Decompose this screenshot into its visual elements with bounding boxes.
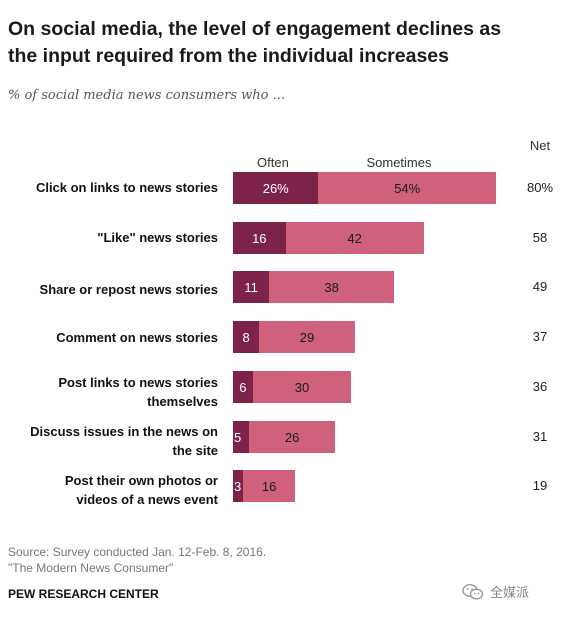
bar-often-label: 8 xyxy=(242,329,250,345)
wechat-icon xyxy=(462,583,484,601)
net-value: 80% xyxy=(526,180,554,195)
bar-sometimes: 42 xyxy=(285,222,424,254)
bar-sometimes-label: 16 xyxy=(261,478,277,494)
category-label-line: the site xyxy=(172,443,218,458)
bar-sometimes: 16 xyxy=(242,470,296,502)
bar-often-label: 5 xyxy=(234,429,242,445)
net-value: 36 xyxy=(532,379,548,394)
category-label-line: Discuss issues in the news on xyxy=(30,424,218,439)
watermark: 全媒派 xyxy=(462,582,529,601)
net-value: 19 xyxy=(532,478,548,493)
bar-often-label: 26% xyxy=(262,180,289,196)
category-label-line: Click on links to news stories xyxy=(35,180,218,195)
title-line-1: On social media, the level of engagement… xyxy=(8,18,502,40)
bar-sometimes-label: 42 xyxy=(347,230,362,246)
category-label: Post links to news stories themselves xyxy=(58,373,218,411)
watermark-text: 全媒派 xyxy=(490,585,530,600)
net-value: 58 xyxy=(532,230,548,245)
bar-often: 26% xyxy=(233,172,319,204)
bar-sometimes-label: 26 xyxy=(284,429,300,445)
bar-sometimes: 30 xyxy=(252,371,352,403)
bar-sometimes-label: 30 xyxy=(294,379,310,395)
category-label-line: Post their own photos or xyxy=(64,473,218,488)
legend-sometimes: Sometimes xyxy=(366,155,432,170)
title-line-2: the input required from the individual i… xyxy=(8,45,449,67)
bar-sometimes: 26 xyxy=(249,421,335,453)
category-label-line: Post links to news stories xyxy=(58,375,218,390)
bar-often-label: 6 xyxy=(239,379,247,395)
bar-sometimes: 54% xyxy=(318,172,496,204)
bar-sometimes-label: 38 xyxy=(324,279,339,295)
category-label: Discuss issues in the news on the site xyxy=(30,422,218,460)
bar-often: 11 xyxy=(233,271,270,303)
net-value: 49 xyxy=(532,279,548,294)
bar-sometimes-label: 29 xyxy=(299,329,315,345)
chart-subtitle: % of social media news consumers who ... xyxy=(8,88,286,103)
category-label-line: "Like" news stories xyxy=(97,230,218,245)
bar-often: 6 xyxy=(233,371,253,403)
bar-often: 8 xyxy=(233,321,260,353)
category-label: Share or repost news stories xyxy=(40,280,218,299)
category-label-line: videos of a news event xyxy=(76,492,218,507)
net-value: 31 xyxy=(532,429,548,444)
net-column-header: Net xyxy=(529,138,551,153)
chart-title: On social media, the level of engagement… xyxy=(8,16,568,70)
bar-often-label: 16 xyxy=(252,230,267,246)
category-label-line: themselves xyxy=(147,394,218,409)
source-line-1: Source: Survey conducted Jan. 12-Feb. 8,… xyxy=(8,545,267,559)
bar-sometimes: 29 xyxy=(259,321,355,353)
legend-often: Often xyxy=(257,155,289,170)
brand-name: PEW RESEARCH CENTER xyxy=(8,587,159,601)
bar-often: 16 xyxy=(233,222,286,254)
bar-often-label: 11 xyxy=(244,279,258,295)
category-label: Click on links to news stories xyxy=(36,178,218,197)
bar-often: 5 xyxy=(233,421,250,453)
net-value: 37 xyxy=(532,329,548,344)
bar-often-label: 3 xyxy=(234,478,242,494)
source-note: Source: Survey conducted Jan. 12-Feb. 8,… xyxy=(8,544,266,576)
source-line-2: "The Modern News Consumer" xyxy=(8,561,174,575)
category-label-line: Share or repost news stories xyxy=(39,282,218,297)
bar-sometimes: 38 xyxy=(269,271,395,303)
bar-sometimes-label: 54% xyxy=(394,180,421,196)
bar-often: 3 xyxy=(233,470,243,502)
category-label: Comment on news stories xyxy=(56,328,218,347)
category-label-line: Comment on news stories xyxy=(56,330,218,345)
category-label: "Like" news stories xyxy=(97,228,218,247)
category-label: Post their own photos or videos of a news… xyxy=(65,471,218,509)
